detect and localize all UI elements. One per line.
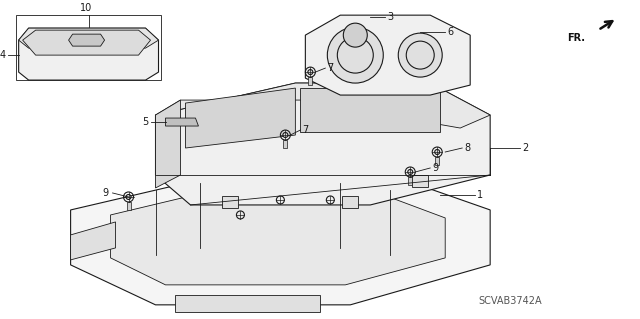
Circle shape bbox=[343, 23, 367, 47]
Text: 2: 2 bbox=[522, 143, 529, 153]
Text: SCVAB3742A: SCVAB3742A bbox=[478, 296, 542, 306]
Polygon shape bbox=[284, 140, 287, 148]
Text: 6: 6 bbox=[447, 27, 453, 37]
Polygon shape bbox=[127, 202, 131, 210]
Polygon shape bbox=[223, 196, 239, 208]
Circle shape bbox=[398, 33, 442, 77]
Text: 9: 9 bbox=[432, 163, 438, 173]
Polygon shape bbox=[186, 88, 296, 148]
Text: 3: 3 bbox=[387, 12, 394, 22]
Polygon shape bbox=[305, 15, 470, 95]
Text: FR.: FR. bbox=[567, 33, 585, 43]
Circle shape bbox=[283, 132, 288, 137]
Polygon shape bbox=[68, 34, 104, 46]
Text: 4: 4 bbox=[0, 50, 6, 60]
Circle shape bbox=[408, 169, 413, 174]
Polygon shape bbox=[19, 28, 159, 80]
Polygon shape bbox=[308, 77, 312, 85]
Circle shape bbox=[435, 150, 440, 154]
Circle shape bbox=[308, 70, 313, 75]
Text: 7: 7 bbox=[302, 125, 308, 135]
Text: 10: 10 bbox=[79, 3, 92, 13]
Text: 7: 7 bbox=[327, 63, 333, 73]
Polygon shape bbox=[166, 118, 198, 126]
Polygon shape bbox=[175, 295, 321, 312]
Polygon shape bbox=[435, 157, 439, 165]
Text: 5: 5 bbox=[142, 117, 148, 127]
Circle shape bbox=[327, 27, 383, 83]
Polygon shape bbox=[156, 83, 490, 128]
Polygon shape bbox=[300, 88, 440, 132]
Text: 9: 9 bbox=[102, 188, 109, 198]
Polygon shape bbox=[408, 177, 412, 185]
Polygon shape bbox=[412, 175, 428, 187]
Polygon shape bbox=[22, 30, 150, 55]
Polygon shape bbox=[70, 175, 490, 305]
Text: 8: 8 bbox=[464, 143, 470, 153]
Polygon shape bbox=[70, 222, 116, 260]
Circle shape bbox=[126, 195, 131, 199]
Polygon shape bbox=[156, 83, 490, 205]
Polygon shape bbox=[19, 28, 159, 48]
Text: 1: 1 bbox=[477, 190, 483, 200]
Polygon shape bbox=[156, 100, 180, 188]
Polygon shape bbox=[111, 190, 445, 285]
Polygon shape bbox=[342, 196, 358, 208]
